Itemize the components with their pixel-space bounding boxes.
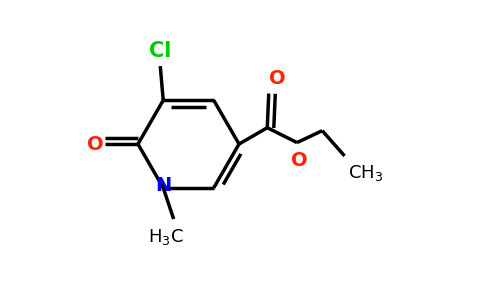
Text: Cl: Cl: [149, 41, 171, 61]
Text: O: O: [291, 151, 308, 170]
Text: CH$_3$: CH$_3$: [348, 164, 383, 183]
Text: H$_3$C: H$_3$C: [149, 227, 184, 247]
Text: N: N: [155, 176, 171, 195]
Text: O: O: [269, 69, 286, 88]
Text: O: O: [88, 135, 104, 154]
